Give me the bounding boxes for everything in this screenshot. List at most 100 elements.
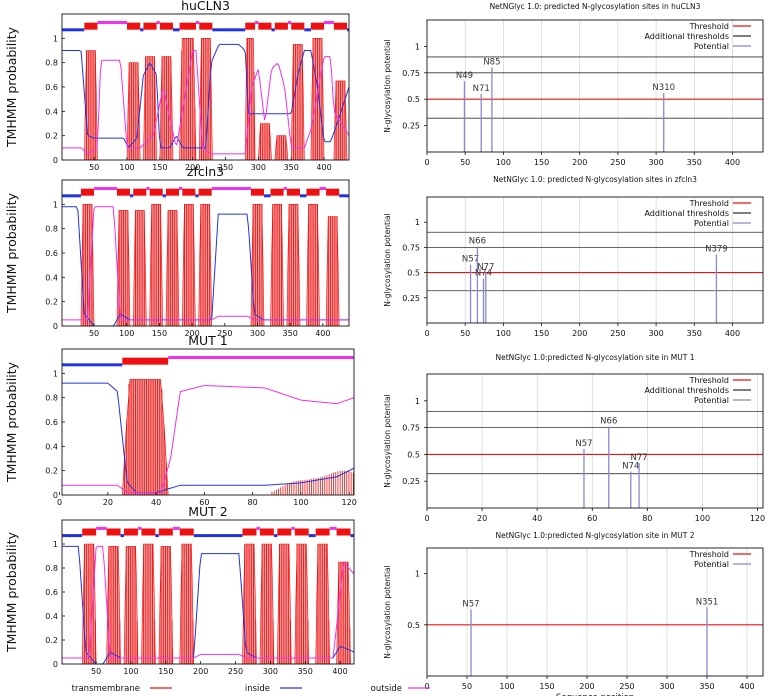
site-N77: N77 [477,263,494,323]
topology-transmembrane [310,22,325,30]
site-N66: N66 [469,236,486,323]
topology-outside [96,526,107,530]
ytick-label: 0.8 [45,59,58,68]
xtick-label: 50 [460,329,470,338]
xtick-label: 0 [424,514,429,523]
topology-inside [62,363,123,367]
legend-label: Threshold [689,22,729,31]
topology-transmembrane [149,188,163,196]
tmhmm-title: zfcln3 [187,164,224,179]
ytick-label: 1 [53,540,58,549]
ytick-label: 0 [53,660,58,669]
legend-label: Threshold [689,376,729,385]
xtick-label: 350 [283,329,298,338]
site-label: N57 [575,439,592,449]
xtick-label: 150 [534,329,549,338]
xtick-label: 20 [477,514,487,523]
tm-helix-1 [122,379,169,496]
netnglyc-grid [464,197,733,323]
topology-transmembrane [179,528,194,536]
ytick-label: 0.75 [402,243,420,252]
topology-transmembrane [245,22,256,30]
xtick-label: 400 [725,329,740,338]
tmhmm-xticks: 0 20 40 60 80 100 120 [57,492,357,507]
xtick-label: 100 [496,329,511,338]
legend-label: Threshold [689,199,729,208]
netnglyc-yticks: 0.51 [407,570,427,630]
netnglyc-grid [464,20,733,152]
legend-label: Additional thresholds [644,209,729,218]
tmhmm-xticks: 50 100 150 200 250 300 350 400 [91,661,348,676]
topology-bar [62,21,349,32]
xtick-label: 40 [151,498,161,507]
topology-transmembrane [122,357,169,365]
topology-transmembrane [336,528,351,536]
xtick-label: 60 [587,514,597,523]
ytick-label: 1 [53,369,58,378]
topology-inside [264,194,271,198]
outside-probability-line [62,385,355,494]
xtick-label: 0 [424,158,429,167]
topology-transmembrane [270,188,284,196]
topology-transmembrane [326,188,340,196]
site-label: N85 [483,58,500,68]
tmhmm-ylabel: TMHMM probability [4,26,19,148]
ytick-label: 0.6 [45,83,58,92]
topology-outside [319,187,327,191]
site-N57: N57 [462,255,479,323]
netnglyc-ylabel: N-glycosylation potential [383,394,392,487]
xtick-label: 400 [332,667,347,676]
topology-outside [179,187,183,191]
topology-transmembrane [133,188,147,196]
site-N57: N57 [575,439,593,508]
topology-transmembrane [82,528,97,536]
topology-outside [168,356,354,360]
topology-inside [162,194,166,198]
tm-helix-10 [290,44,305,161]
tm-helix-10 [286,204,301,327]
inside-probability-line [62,382,355,494]
topology-outside [156,21,160,25]
netnglyc-ylabel: N-glycosylation potential [383,213,392,306]
topology-outside [195,21,200,25]
site-label: N77 [630,453,647,463]
xtick-label: 100 [123,667,138,676]
ytick-label: 0 [53,491,58,500]
legend-label: Potential [694,42,729,51]
tmhmm-xticks: 50 100 150 200 250 300 350 400 [89,323,330,338]
topology-outside [329,526,337,530]
site-N77: N77 [630,453,648,508]
xtick-label: 40 [532,514,542,523]
legend-label: outside [371,684,402,694]
tm-helix-5 [165,210,180,327]
legend-label: Potential [694,396,729,405]
site-N66: N66 [600,417,617,508]
xtick-label: 400 [725,158,740,167]
outside-probability-line [62,206,349,321]
xtick-label: 120 [342,498,357,507]
site-N379: N379 [705,244,728,323]
ytick-label: 1 [53,34,58,43]
topology-outside [94,187,117,191]
netnglyc-yticks: 0.25 0.5 0.75 1 [402,42,427,131]
topology-inside [120,534,125,538]
xtick-label: 350 [298,667,313,676]
netnglyc-plot-3: NetNGlyc 1.0:predicted N-glycosylation s… [383,353,765,523]
inside-probability-line [62,43,350,149]
netnglyc-frame [426,196,764,324]
tmhmm-helix-stripes [81,543,351,665]
legend-label: Potential [694,560,729,569]
site-N85: N85 [483,58,501,152]
tm-helix-2 [116,210,131,327]
topology-inside [172,28,180,32]
netnglyc-title: NetNGlyc 1.0: predicted N-glycosylation … [493,175,697,184]
topology-inside [299,194,307,198]
tm-helix-1 [84,50,98,161]
xtick-label: 400 [739,682,754,691]
site-N57: N57 [462,599,480,676]
xtick-label: 200 [572,329,587,338]
tmhmm-plot-3: MUT 1 TMHMM probability 0 0.2 0.4 0.6 0.8 1 0 20 4… [4,333,357,507]
